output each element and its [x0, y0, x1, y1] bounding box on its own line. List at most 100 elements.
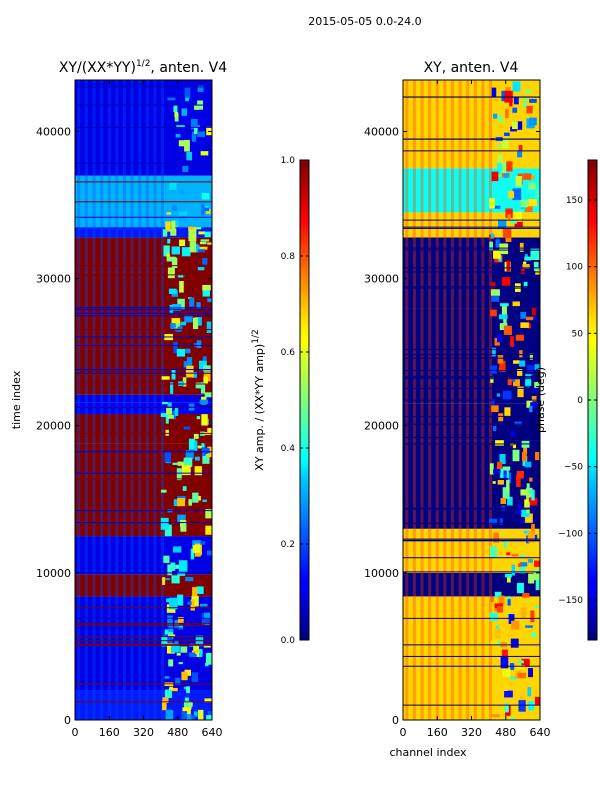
- flag-line: [75, 274, 212, 276]
- flag-line: [75, 336, 212, 338]
- heatmap-cell: [492, 426, 497, 431]
- heatmap-cell: [494, 591, 502, 598]
- right-panel-title: XY, anten. V4: [424, 60, 519, 76]
- heatmap-cell: [500, 497, 507, 505]
- heatmap-cell: [520, 199, 529, 208]
- heatmap-cell: [199, 603, 208, 607]
- heatmap-cell: [528, 573, 535, 584]
- flag-line: [75, 329, 212, 331]
- heatmap-cell: [165, 414, 169, 424]
- flag-line: [75, 432, 212, 434]
- heatmap-cell: [504, 703, 509, 713]
- heatmap-cell: [516, 665, 525, 669]
- heatmap-cell: [534, 560, 540, 567]
- heatmap-cell: [183, 714, 192, 720]
- channel-stripe: [130, 80, 134, 720]
- heatmap-cell: [190, 599, 195, 611]
- heatmap-cell: [506, 552, 511, 556]
- heatmap-cell: [192, 492, 199, 503]
- heatmap-cell: [180, 321, 187, 326]
- heatmap-cell: [161, 376, 170, 380]
- heatmap-cell: [174, 640, 179, 647]
- colorbar-tick-label: −150: [558, 596, 583, 606]
- heatmap-cell: [516, 470, 524, 479]
- heatmap-cell: [188, 702, 193, 707]
- flag-line: [403, 644, 540, 646]
- heatmap-cell: [498, 413, 504, 422]
- heatmap-cell: [195, 382, 203, 389]
- heatmap-cell: [507, 599, 511, 606]
- heatmap-cell: [207, 710, 212, 719]
- heatmap-cell: [205, 525, 212, 535]
- heatmap-cell: [171, 575, 180, 584]
- right-colorbar: −150 −100 −50 0 50 100 150 phase (deg): [534, 159, 598, 641]
- left-colorbar-ticks: 0.0 0.2 0.4 0.6 0.8 1.0: [281, 156, 309, 646]
- heatmap-cell: [194, 440, 198, 451]
- heatmap-cell: [510, 716, 515, 720]
- heatmap-cell: [523, 281, 528, 288]
- heatmap-cell: [520, 554, 525, 558]
- flag-line: [75, 617, 212, 619]
- heatmap-cell: [169, 686, 174, 690]
- heatmap-cell: [194, 456, 200, 461]
- heatmap-cell: [512, 444, 517, 449]
- flag-line: [403, 704, 540, 706]
- heatmap-cell: [191, 650, 201, 653]
- x-tick-label: 480: [495, 726, 516, 739]
- heatmap-cell: [188, 226, 197, 231]
- heatmap-cell: [171, 220, 176, 231]
- heatmap-cell: [201, 192, 210, 200]
- x-tick-label: 640: [202, 726, 223, 739]
- colorbar-tick-label: 0.6: [281, 348, 296, 358]
- heatmap-cell: [524, 556, 531, 562]
- heatmap-cell: [160, 413, 168, 418]
- heatmap-cell: [197, 85, 204, 92]
- y-tick-label: 30000: [36, 273, 71, 286]
- heatmap-cell: [177, 514, 186, 523]
- heatmap-cell: [491, 171, 499, 182]
- heatmap-cell: [206, 208, 211, 214]
- heatmap-cell: [160, 517, 169, 530]
- heatmap-cell: [513, 211, 523, 222]
- heatmap-cell: [490, 375, 494, 383]
- heatmap-cell: [186, 357, 193, 368]
- heatmap-cell: [174, 620, 180, 629]
- flag-line: [403, 540, 540, 542]
- heatmap-cell: [495, 440, 504, 446]
- heatmap-cell: [494, 603, 503, 609]
- heatmap-cell: [496, 461, 503, 470]
- flag-line: [403, 247, 540, 249]
- heatmap-cell: [176, 652, 181, 656]
- channel-stripe: [115, 80, 119, 720]
- heatmap-cell: [166, 212, 172, 215]
- heatmap-cell: [512, 301, 520, 307]
- channel-stripe: [161, 80, 165, 720]
- heatmap-cell: [160, 489, 167, 493]
- heatmap-cell: [510, 638, 519, 648]
- heatmap-cell: [164, 676, 170, 679]
- heatmap-cell: [491, 399, 495, 405]
- flag-line: [403, 571, 540, 573]
- heatmap-cell: [525, 316, 535, 321]
- heatmap-cell: [490, 546, 498, 558]
- heatmap-cell: [172, 304, 182, 311]
- y-tick-label: 20000: [364, 420, 399, 433]
- heatmap-cell: [199, 648, 203, 658]
- heatmap-cell: [526, 105, 533, 114]
- heatmap-cell: [174, 323, 181, 329]
- flag-line: [403, 226, 540, 228]
- heatmap-cell: [506, 479, 510, 492]
- flag-line: [403, 507, 540, 509]
- heatmap-cell: [502, 137, 509, 149]
- heatmap-cell: [528, 701, 535, 711]
- heatmap-cell: [493, 98, 498, 101]
- flag-line: [403, 557, 540, 559]
- heatmap-cell: [513, 121, 523, 130]
- heatmap-cell: [501, 649, 508, 658]
- x-tick-label: 320: [461, 726, 482, 739]
- heatmap-cell: [190, 118, 198, 130]
- heatmap-cell: [499, 360, 506, 372]
- heatmap-cell: [162, 697, 169, 703]
- heatmap-cell: [182, 165, 189, 173]
- heatmap-cell: [185, 450, 194, 459]
